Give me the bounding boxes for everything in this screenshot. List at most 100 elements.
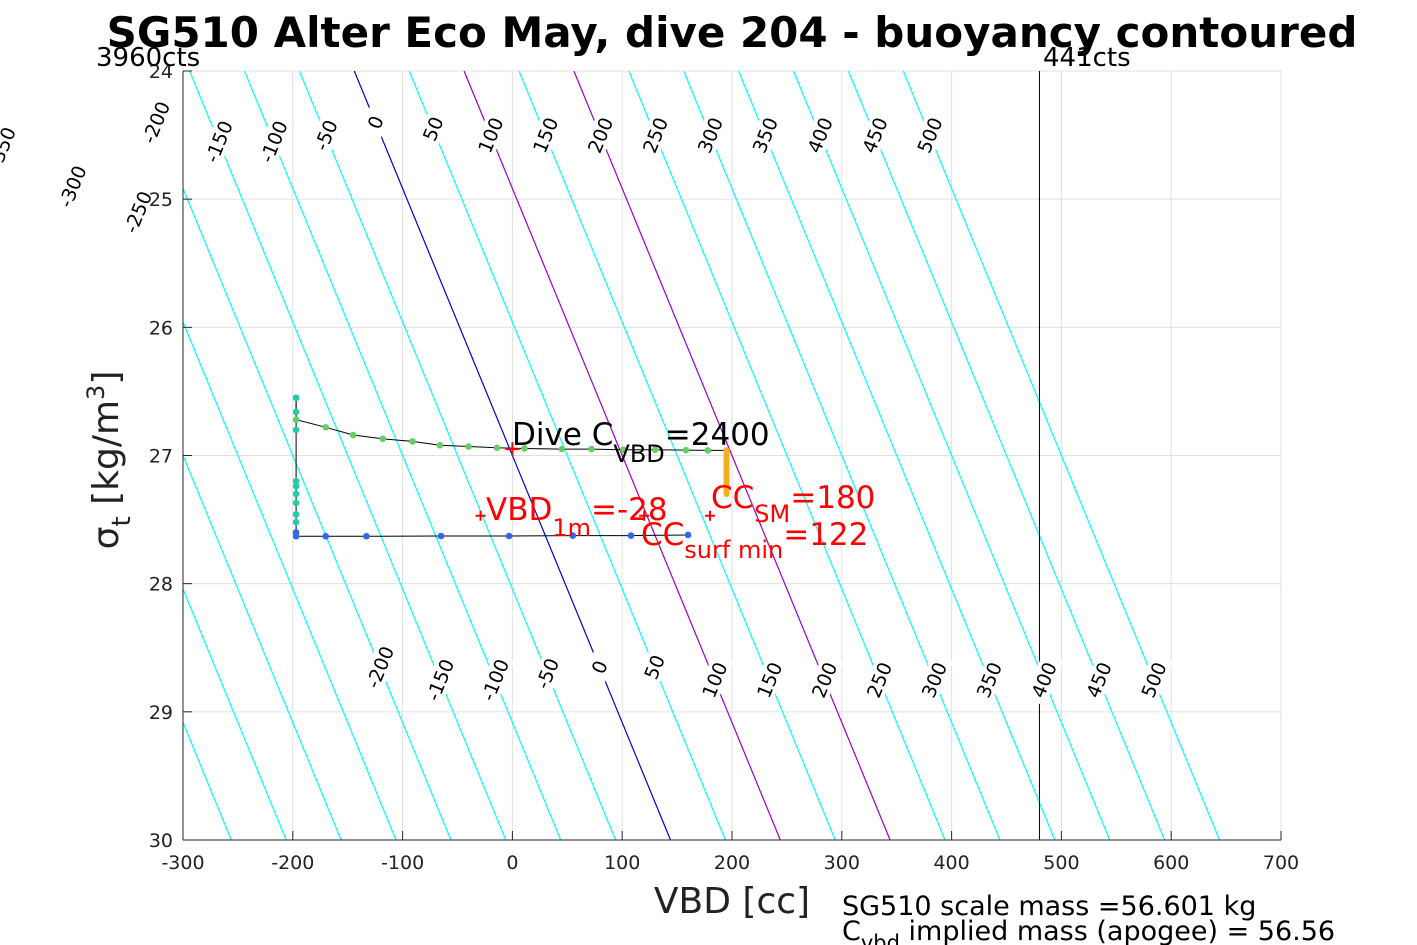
contour-label-bg: [859, 653, 899, 707]
climb-track-point: [505, 532, 513, 540]
contour-label-bg: [413, 102, 453, 156]
y-axis-label: σt [kg/m3]: [82, 371, 137, 550]
cc-sm-text: CC: [711, 480, 754, 516]
cc-surf-min-text: CC: [641, 517, 684, 553]
dive-cvbd-value: =2400: [665, 417, 770, 453]
contour-label-bg: [356, 95, 395, 149]
implied-mass-text: implied mass (apogee) = 56.56: [900, 916, 1335, 945]
climb-track-point: [292, 408, 300, 416]
contour-label-bg: [136, 95, 176, 149]
y-axis-label-symbol: σ: [86, 527, 127, 550]
climb-track-point: [292, 394, 300, 402]
climb-track-point: [292, 477, 300, 485]
y-tick-label: 27: [149, 446, 173, 468]
y-tick-label: 25: [149, 189, 173, 211]
contour-label-bg: [1134, 653, 1173, 707]
cc-sm-value: =180: [790, 480, 875, 516]
dive-track-point: [493, 444, 501, 452]
dive-track-point: [349, 431, 357, 439]
climb-track-line: [295, 397, 689, 537]
vbd-1m-text: VBD: [486, 492, 552, 528]
contour-line-250: [628, 71, 946, 840]
marker-cc-sm: [705, 510, 716, 521]
contour-line-500: [902, 71, 1221, 840]
buoyancy-contours: [183, 71, 1221, 840]
dive-track-point: [651, 446, 659, 454]
chart-title: SG510 Alter Eco May, dive 204 - buoyancy…: [107, 8, 1358, 57]
climb-track-point: [292, 482, 300, 490]
dive-track-point: [558, 445, 566, 453]
contour-label-bg: [527, 647, 567, 700]
contour-label-bg: [634, 640, 674, 694]
climb-track-point: [292, 511, 300, 518]
contour-label-bg: [118, 185, 158, 239]
contour-label-bg: [199, 115, 238, 168]
x-tick-label: 700: [1263, 852, 1299, 874]
vbd-max-counts-label: 441cts: [1043, 43, 1131, 73]
dive-cvbd-annotation: Dive CVBD=2400: [512, 417, 770, 468]
axes: -300 -200 -100 0 100 200 300 400 500 600 700 24 25 26…: [149, 61, 1299, 874]
vbd-1m-subscript: 1m: [552, 514, 591, 542]
dive-track-point: [465, 443, 472, 450]
dive-cvbd-subscript: VBD: [613, 440, 664, 468]
implied-mass-prefix: C: [842, 916, 861, 945]
implied-mass-note: Cvbd implied mass (apogee) = 56.56: [842, 916, 1335, 945]
cc-surf-min-annotation: CCsurf min=122: [641, 517, 868, 564]
dive-track-point: [704, 447, 712, 454]
marker-vbd-1m: [475, 510, 486, 521]
dive-track-point: [619, 446, 627, 454]
y-tick-label: 28: [149, 574, 173, 596]
y-axis-label-unit-superscript: 3: [82, 385, 110, 400]
x-tick-label: -200: [271, 852, 314, 874]
contour-label-bg: [910, 108, 949, 162]
climb-track-point: [292, 529, 300, 536]
contour-label-bg: [53, 159, 92, 213]
climb-track-point: [292, 426, 300, 434]
contour-label-bg: [800, 108, 840, 162]
y-tick-label: 29: [149, 702, 173, 724]
cc-surf-min-subscript: surf min: [684, 536, 783, 564]
climb-track-point: [292, 518, 300, 526]
contour-line-100: [463, 71, 781, 840]
x-tick-label: 0: [506, 852, 518, 874]
climb-track-point: [627, 532, 635, 539]
implied-mass-subscript: vbd: [861, 931, 900, 945]
contour-label-bg: [1024, 653, 1064, 707]
contour-line-200: [573, 71, 891, 840]
dive-track-point: [409, 438, 416, 445]
x-tick-label: 500: [1043, 852, 1079, 874]
climb-track-point: [292, 499, 300, 507]
climb-track-point: [363, 532, 370, 540]
climb-track-point: [437, 532, 445, 540]
dive-tracks: [292, 394, 730, 540]
y-tick-label: 26: [149, 317, 173, 339]
y-axis-label-subscript: t: [107, 516, 137, 526]
contour-line-150: [518, 71, 836, 840]
dive-track-point: [436, 441, 444, 449]
markers: [475, 442, 716, 521]
contour-label-bg: [914, 653, 954, 707]
contour-line-400: [792, 71, 1111, 840]
contour-label-bg: [254, 115, 293, 168]
dive-cvbd-text: Dive C: [512, 417, 613, 453]
contour-label-bg: [420, 653, 460, 707]
marker-cc-surf-min: [639, 510, 650, 521]
contour-line-50: [408, 71, 726, 840]
climb-track-point: [322, 532, 330, 540]
cc-surf-min-value: =122: [783, 517, 868, 553]
contour-line-350: [738, 71, 1056, 840]
contour-label-bg: [580, 108, 620, 162]
contour-label-bg: [745, 108, 785, 162]
contour-label-bg: [306, 108, 346, 162]
x-tick-label: 200: [714, 852, 750, 874]
contour-line--250: [183, 320, 397, 840]
dive-track-point: [521, 445, 528, 452]
contour-label-bg: [750, 653, 789, 707]
x-tick-label: 300: [824, 852, 860, 874]
contour-label-bg: [969, 653, 1009, 707]
vbd-1m-annotation: VBD1m=-28: [486, 492, 668, 542]
contour-line--150: [189, 71, 507, 840]
cc-sm-subscript: SM: [754, 500, 790, 528]
y-tick-label: 30: [149, 830, 173, 852]
